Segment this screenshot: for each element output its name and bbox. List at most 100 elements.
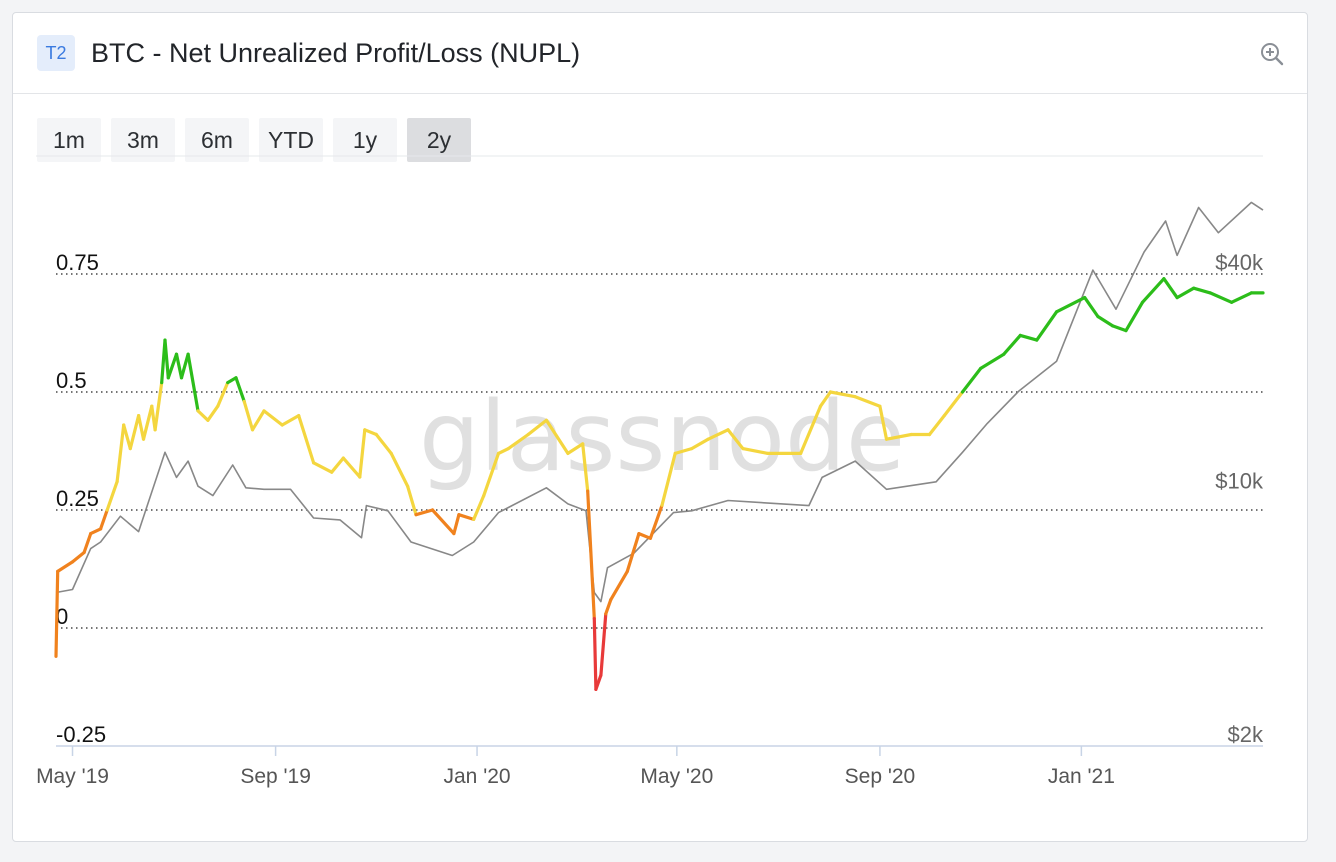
- nupl-segment: [799, 404, 823, 455]
- nupl-segment: [884, 432, 913, 441]
- nupl-segment: [98, 508, 109, 531]
- nupl-segment: [250, 409, 266, 432]
- nupl-segment: [363, 428, 378, 437]
- nupl-segment: [472, 494, 486, 522]
- nupl-segment: [1140, 277, 1166, 304]
- nupl-segment: [592, 616, 598, 692]
- nupl-segment: [927, 414, 946, 437]
- nupl-segment: [979, 352, 1006, 370]
- card-header: T2 BTC - Net Unrealized Profit/Loss (NUP…: [13, 13, 1307, 94]
- nupl-segment: [586, 489, 596, 621]
- nupl-segment: [262, 409, 284, 427]
- nupl-segment: [196, 409, 210, 422]
- nupl-segment: [637, 531, 653, 540]
- nupl-segment: [648, 503, 664, 540]
- tier-badge: T2: [37, 35, 75, 71]
- y-right-tick-label: $10k: [1215, 468, 1264, 493]
- nupl-segment: [341, 456, 362, 479]
- nupl-segment: [878, 404, 889, 441]
- nupl-segment: [82, 531, 93, 555]
- y-left-tick-label: 0.75: [56, 250, 99, 275]
- nupl-segment: [1229, 291, 1254, 304]
- nupl-segment: [625, 531, 641, 574]
- nupl-segment: [1083, 296, 1100, 319]
- nupl-segment: [942, 390, 965, 418]
- nupl-segment: [297, 414, 316, 465]
- nupl-segment: [374, 432, 393, 455]
- nupl-segment: [526, 418, 549, 437]
- nupl-segment: [818, 390, 833, 408]
- nupl-segment: [137, 414, 146, 441]
- nupl-segment: [581, 442, 590, 493]
- nupl-segment: [604, 598, 613, 616]
- nupl-segment: [330, 456, 345, 474]
- nupl-segment: [1162, 277, 1179, 300]
- nupl-segment: [242, 399, 255, 432]
- nupl-segment: [594, 673, 603, 692]
- y-right-tick-label: $40k: [1215, 250, 1264, 275]
- nupl-segment: [122, 423, 132, 451]
- nupl-segment: [1018, 333, 1039, 342]
- nupl-segment: [741, 447, 770, 455]
- nupl-segment: [163, 338, 170, 380]
- nupl-segment: [166, 352, 179, 380]
- nupl-segment: [115, 423, 126, 484]
- y-left-tick-label: 0.5: [56, 368, 87, 393]
- nupl-segment: [452, 513, 461, 536]
- nupl-segment: [89, 527, 103, 536]
- range-button-6m[interactable]: 6m: [185, 118, 249, 162]
- zoom-in-icon[interactable]: [1259, 41, 1285, 67]
- nupl-segment: [506, 432, 530, 451]
- nupl-segment: [174, 352, 184, 380]
- nupl-segment: [660, 451, 677, 507]
- x-tick-label: Sep '19: [240, 765, 311, 788]
- y-left-tick-label: 0: [56, 604, 68, 629]
- nupl-segment: [128, 414, 141, 451]
- nupl-segment: [430, 508, 456, 536]
- nupl-segment: [389, 451, 410, 488]
- nupl-segment: [1192, 286, 1212, 295]
- nupl-segment: [406, 484, 418, 517]
- x-tick-label: Jan '20: [444, 765, 511, 788]
- nupl-segment: [726, 428, 745, 451]
- nupl-segment: [56, 560, 75, 574]
- nupl-segment: [1002, 333, 1022, 356]
- range-button-1m[interactable]: 1m: [37, 118, 101, 162]
- nupl-segment: [54, 569, 60, 658]
- nupl-line: [54, 277, 1265, 692]
- range-button-2y[interactable]: 2y: [407, 118, 471, 162]
- nupl-segment: [457, 513, 476, 522]
- nupl-segment: [1111, 324, 1128, 333]
- nupl-segment: [599, 612, 608, 677]
- nupl-segment: [141, 404, 154, 441]
- nupl-segment: [70, 550, 86, 564]
- nupl-segment: [1175, 286, 1196, 300]
- y-right-tick-label: $2k: [1228, 722, 1264, 747]
- nupl-segment: [312, 461, 334, 474]
- nupl-segment: [566, 442, 585, 455]
- x-tick-label: Jan '21: [1048, 765, 1115, 788]
- nupl-segment: [960, 366, 983, 394]
- range-button-ytd[interactable]: YTD: [259, 118, 323, 162]
- nupl-segment: [206, 404, 220, 422]
- nupl-segment: [1208, 291, 1234, 304]
- y-left-tick-label: -0.25: [56, 722, 106, 747]
- nupl-segment: [234, 376, 246, 403]
- nupl-segment: [828, 390, 857, 399]
- range-button-1y[interactable]: 1y: [333, 118, 397, 162]
- nupl-segment: [544, 418, 570, 455]
- nupl-segment: [853, 395, 882, 408]
- nupl-segment: [1035, 310, 1059, 342]
- range-button-3m[interactable]: 3m: [111, 118, 175, 162]
- y-left-tick-label: 0.25: [56, 486, 99, 511]
- nupl-segment: [414, 508, 435, 517]
- nupl-segment: [690, 437, 710, 451]
- nupl-segment: [153, 381, 164, 432]
- price-line: [55, 201, 1264, 603]
- nupl-segment: [186, 352, 200, 413]
- chart-title: BTC - Net Unrealized Profit/Loss (NUPL): [91, 38, 581, 68]
- x-tick-label: May '20: [640, 765, 713, 788]
- nupl-segment: [482, 451, 501, 498]
- nupl-segment: [105, 480, 119, 512]
